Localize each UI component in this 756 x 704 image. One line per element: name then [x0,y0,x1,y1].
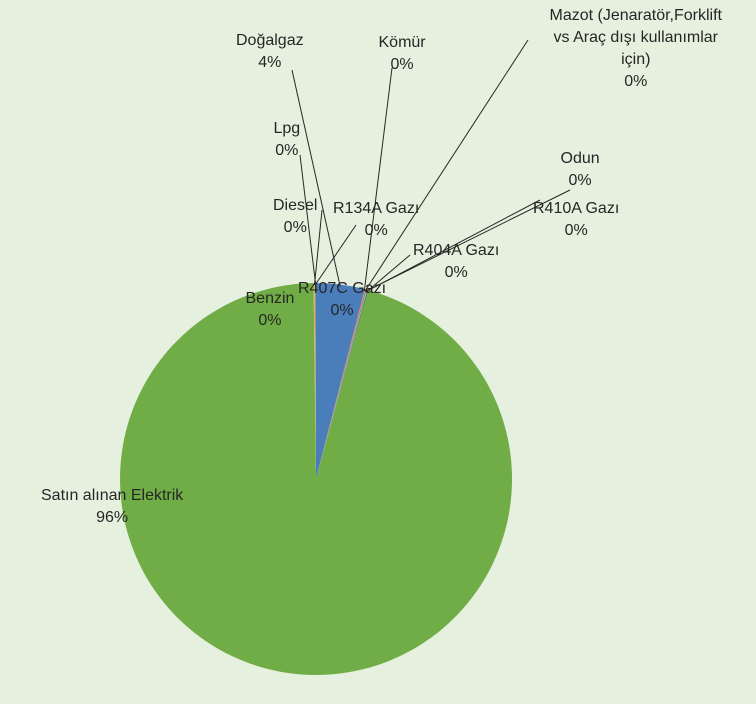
data-label-value: 0% [444,264,468,281]
pie-slice-komur [316,289,366,479]
data-label-diesel: Diesel 0% [273,195,317,239]
data-label-value: 0% [283,219,307,236]
pie-slice-r407c-gazi [316,289,369,479]
pie-slice-r404a-gazi [316,289,368,479]
data-label-dogalgaz: Doğalgaz 4% [236,30,304,74]
pie-slice-r134a-gazi [314,282,316,479]
data-label-value: 0% [568,172,592,189]
data-label-name: vs Araç dışı kullanımlar [553,29,719,46]
pie-slice-satin-alinan-elektrik [120,283,513,676]
data-label-komur: Kömür 0% [379,32,426,76]
leader-line-odun [365,189,571,292]
data-label-name: Satın alınan Elektrik [41,487,184,504]
data-label-r134a-gazi: R134A Gazı 0% [333,198,419,242]
data-label-name: Doğalgaz [236,32,304,49]
data-label-name: Benzin [245,290,295,307]
leader-line-komur [363,67,393,292]
pie-slice-odun [316,289,367,479]
data-label-value: 0% [275,142,299,159]
pie-slice-dogalgaz [316,283,365,479]
data-label-name: R134A Gazı [333,200,420,217]
data-label-value: 0% [330,302,354,319]
data-label-name: için) [621,51,651,68]
pie-slice-lpg [315,282,316,479]
leader-line-r404a-gazi [366,254,411,293]
data-label-value: 0% [624,73,648,90]
data-label-name: R404A Gazı [413,242,500,259]
pie-slice-mazot-jenarator-forklift-vs-arac-disi-kullanimlar-icin [316,289,366,479]
data-label-name: Diesel [273,197,318,214]
leader-lines [291,39,571,293]
data-label-value: 0% [258,312,282,329]
data-label-name: Lpg [273,120,301,137]
data-label-r404a-gazi: R404A Gazı 0% [413,240,499,284]
data-label-name: Odun [560,150,600,167]
leader-line-r134a-gazi [314,224,357,286]
leader-line-diesel [313,209,323,286]
data-label-name: Mazot (Jenaratör,Forklift [549,7,723,24]
pie-slice-diesel [314,283,316,479]
data-label-value: 0% [364,222,388,239]
leader-line-dogalgaz [291,69,341,287]
data-label-value: 4% [258,54,282,71]
data-label-name: R410A Gazı [533,200,620,217]
data-label-mazot-jenarator-forklift-vs-arac-disi-kullanimlar-icin: Mazot (Jenaratör,Forklift vs Araç dışı ku… [550,5,723,93]
pie-slices [120,282,513,676]
pie-slice-r410a-gazi [316,289,367,479]
pie-slice-benzin [313,283,316,479]
data-label-value: 96% [96,509,129,526]
data-label-name: R407C Gazı [298,280,387,297]
data-label-r407c-gazi: R407C Gazı 0% [298,278,386,322]
leader-line-mazot-jenarator-forklift-vs-arac-disi-kullanimlar-icin [364,39,529,292]
leader-line-r410a-gazi [365,199,541,293]
data-label-benzin: Benzin 0% [246,288,295,332]
data-label-name: Kömür [378,34,426,51]
data-label-value: 0% [390,56,414,73]
leader-line-lpg [299,154,317,286]
data-label-value: 0% [564,222,588,239]
data-label-r410a-gazi: R410A Gazı 0% [533,198,619,242]
data-label-odun: Odun 0% [561,148,600,192]
data-label-satin-alinan-elektrik: Satın alınan Elektrik 96% [41,485,183,529]
data-label-lpg: Lpg 0% [274,118,301,162]
